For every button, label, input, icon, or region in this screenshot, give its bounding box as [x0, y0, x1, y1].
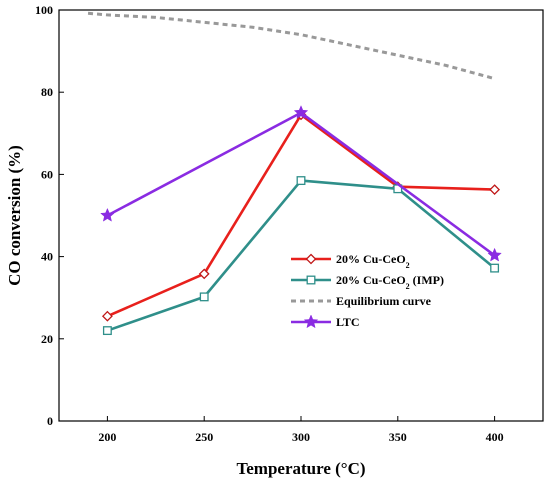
legend-label: 20% Cu-CeO2 (IMP)	[336, 273, 444, 291]
x-tick-label: 400	[486, 430, 504, 444]
y-tick-label: 20	[41, 332, 53, 346]
data-point-diamond	[305, 253, 317, 265]
data-point-star	[303, 314, 319, 329]
series-line	[106, 179, 496, 332]
legend-label: Equilibrium curve	[336, 294, 432, 308]
legend: 20% Cu-CeO2 20% Cu-CeO2 (IMP) Equilibrium …	[291, 252, 444, 329]
series-layer	[87, 11, 502, 336]
x-tick-label: 300	[292, 430, 310, 444]
data-point-diamond	[489, 184, 501, 196]
legend-label: LTC	[336, 315, 360, 329]
x-tick-label: 350	[389, 430, 407, 444]
x-tick-label: 250	[195, 430, 213, 444]
data-point-star	[100, 207, 115, 222]
data-point-diamond	[101, 310, 113, 322]
data-point-star	[293, 105, 309, 119]
axis-titles: Temperature (°C) CO conversion (%)	[5, 145, 366, 478]
y-tick-label: 60	[41, 167, 53, 181]
data-point-square	[490, 263, 500, 273]
data-point-star	[487, 247, 502, 262]
y-tick-label: 40	[41, 250, 53, 264]
y-tick-label: 100	[35, 3, 53, 17]
x-tick-label: 200	[98, 430, 116, 444]
data-point-square	[306, 275, 316, 285]
series-2	[87, 11, 495, 81]
legend-label: 20% Cu-CeO2	[336, 252, 410, 270]
legend-entry: Equilibrium curve	[291, 294, 432, 308]
data-point-diamond	[198, 268, 210, 280]
x-axis-title: Temperature (°C)	[236, 459, 365, 478]
y-axis-title: CO conversion (%)	[5, 145, 24, 286]
series-1	[102, 176, 500, 336]
axis-ticks: 200 250 300 350 400 0 20 40 60 80 100	[35, 3, 504, 444]
data-point-square	[296, 176, 306, 186]
legend-entry: LTC	[291, 314, 360, 329]
y-tick-label: 80	[41, 85, 53, 99]
legend-entry: 20% Cu-CeO2 (IMP)	[291, 273, 444, 291]
data-point-square	[102, 326, 112, 336]
y-tick-label: 0	[47, 414, 53, 428]
legend-entry: 20% Cu-CeO2	[291, 252, 410, 270]
data-point-square	[199, 292, 209, 302]
series-line	[87, 11, 495, 81]
series-3	[100, 105, 502, 262]
